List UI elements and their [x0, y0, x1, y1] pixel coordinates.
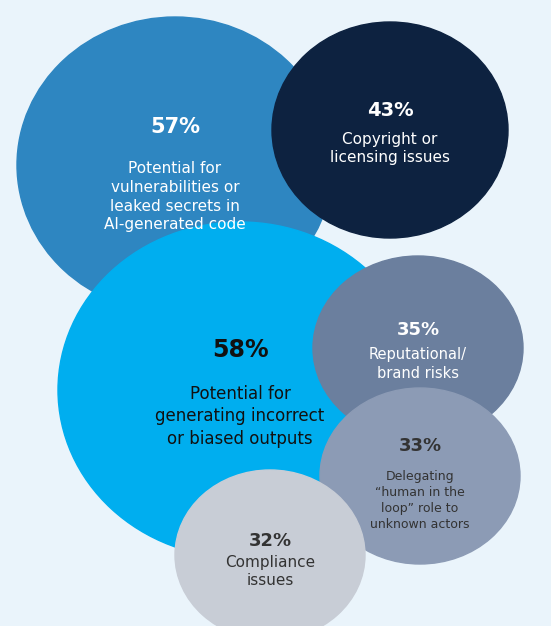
- Text: 57%: 57%: [150, 117, 200, 137]
- Text: Compliance
issues: Compliance issues: [225, 555, 315, 588]
- Ellipse shape: [320, 388, 520, 564]
- Ellipse shape: [58, 222, 422, 558]
- Text: Potential for
vulnerabilities or
leaked secrets in
AI-generated code: Potential for vulnerabilities or leaked …: [104, 162, 246, 232]
- Text: 35%: 35%: [396, 321, 440, 339]
- Ellipse shape: [17, 17, 333, 313]
- Ellipse shape: [313, 256, 523, 440]
- Text: 32%: 32%: [249, 532, 291, 550]
- Text: Delegating
“human in the
loop” role to
unknown actors: Delegating “human in the loop” role to u…: [370, 470, 470, 531]
- Ellipse shape: [272, 22, 508, 238]
- Text: 58%: 58%: [212, 338, 268, 362]
- Ellipse shape: [175, 470, 365, 626]
- Text: 33%: 33%: [398, 437, 441, 455]
- Text: Potential for
generating incorrect
or biased outputs: Potential for generating incorrect or bi…: [155, 385, 325, 448]
- Text: 43%: 43%: [366, 101, 413, 120]
- Text: Reputational/
brand risks: Reputational/ brand risks: [369, 347, 467, 381]
- Text: Copyright or
licensing issues: Copyright or licensing issues: [330, 132, 450, 165]
